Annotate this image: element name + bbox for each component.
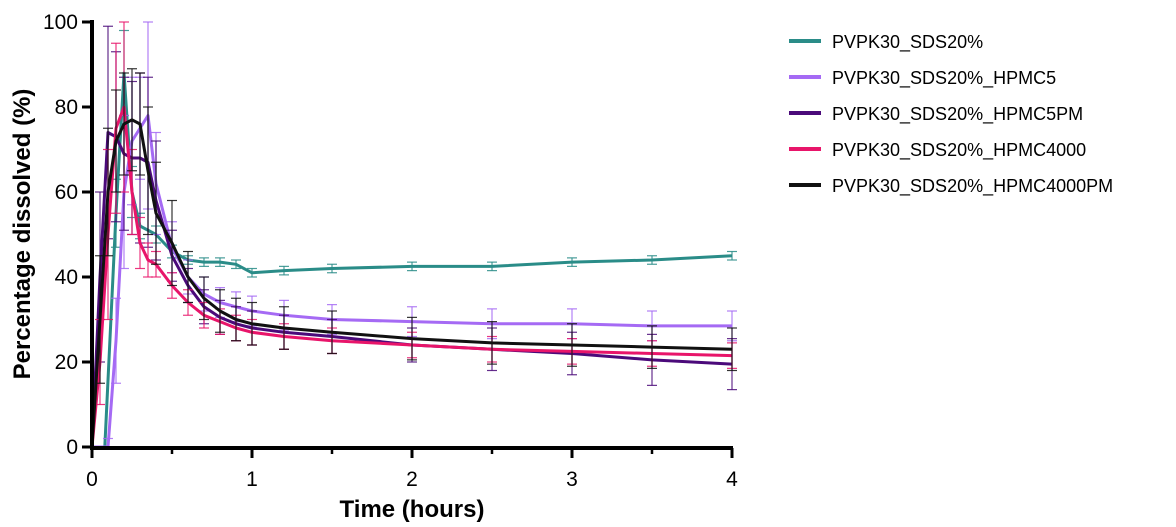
series-line — [90, 118, 733, 448]
x-tick-label: 2 — [406, 468, 418, 491]
y-tick-label: 60 — [55, 181, 78, 204]
x-tick-label: 3 — [566, 468, 578, 491]
legend-label: PVPK30_SDS20%_HPMC4000PM — [832, 176, 1113, 197]
y-axis-title: Percentage dissolved (%) — [9, 89, 36, 380]
legend: PVPK30_SDS20% PVPK30_SDS20%_HPMC5 PVPK30_S… — [789, 32, 1113, 197]
y-tick-label: 100 — [43, 11, 78, 34]
series-2 — [92, 21, 737, 449]
x-tick-label: 0 — [86, 468, 98, 491]
legend-label: PVPK30_SDS20%_HPMC5PM — [832, 104, 1083, 125]
y-tick-label: 20 — [55, 351, 78, 374]
y-tick-label: 80 — [55, 96, 78, 119]
x-axis-title: Time (hours) — [340, 496, 485, 523]
axes — [90, 20, 733, 450]
series-1 — [92, 29, 737, 449]
y-tick-label: 0 — [66, 436, 78, 459]
series-line — [92, 71, 733, 449]
plot-area — [90, 21, 737, 449]
series-4 — [90, 21, 737, 448]
series-3 — [90, 25, 737, 448]
legend-label: PVPK30_SDS20%_HPMC5 — [832, 68, 1056, 89]
series-5 — [90, 68, 737, 448]
series-line — [90, 105, 733, 448]
legend-label: PVPK30_SDS20% — [832, 32, 983, 53]
x-tick-label: 1 — [246, 468, 258, 491]
y-tick-label: 40 — [55, 266, 78, 289]
x-tick-label: 4 — [726, 468, 738, 491]
legend-label: PVPK30_SDS20%_HPMC4000 — [832, 140, 1086, 161]
